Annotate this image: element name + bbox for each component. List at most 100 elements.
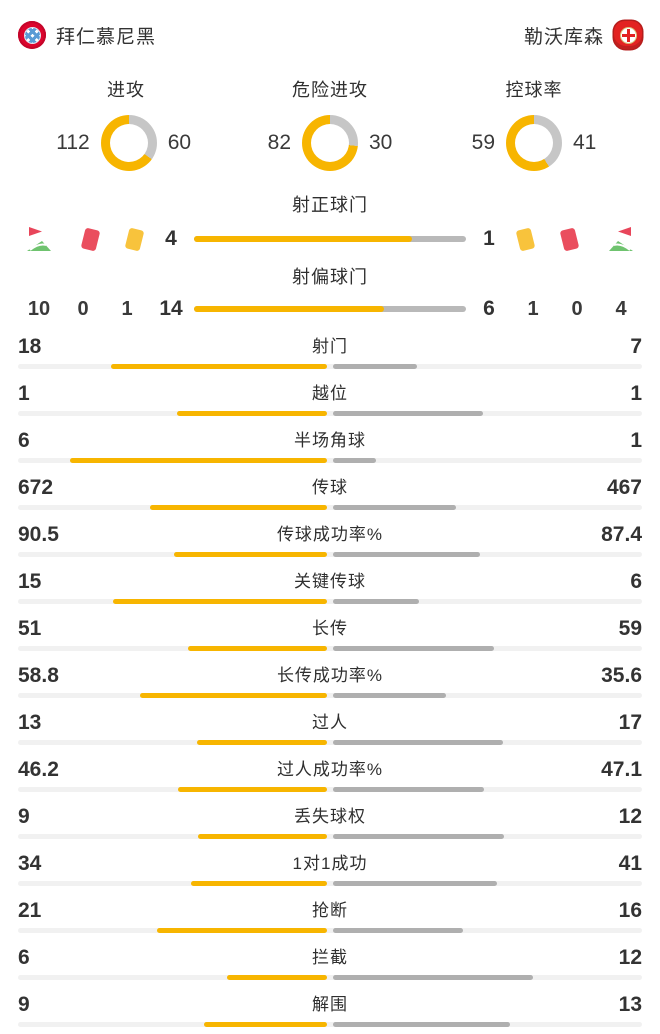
stat-bar	[18, 740, 642, 745]
stat-bar	[18, 881, 642, 886]
stat-label: 关键传球	[294, 572, 366, 591]
stat-away-value: 12	[618, 805, 642, 828]
away-discipline-icons	[512, 225, 642, 253]
stat-away-value: 41	[618, 852, 642, 875]
stat-home-value: 51	[18, 617, 42, 640]
stat-label: 丢失球权	[294, 807, 366, 826]
shots-off-target-row: 10 0 1 14 6 1 0 4	[18, 297, 642, 321]
stat-home-value: 9	[18, 805, 30, 828]
stat-bar	[18, 928, 642, 933]
stat-row: 34 1对1成功 41	[18, 852, 642, 886]
stat-label: 长传	[312, 619, 348, 638]
donut-home-value: 59	[471, 131, 495, 154]
stat-home-value: 18	[18, 335, 42, 358]
donut-stat-label: 进攻	[107, 80, 145, 100]
stat-home-value: 90.5	[18, 523, 59, 546]
stat-bar	[18, 834, 642, 839]
stat-home-value: 672	[18, 476, 54, 499]
stat-away-value: 35.6	[601, 664, 642, 687]
donut-chart	[302, 115, 358, 171]
stat-home-value: 58.8	[18, 664, 59, 687]
home-yellow-cards-count: 1	[121, 297, 133, 320]
stat-away-value: 13	[618, 993, 642, 1016]
away-yellow-cards-count: 1	[527, 297, 539, 320]
stat-label: 传球成功率%	[276, 525, 384, 544]
away-red-cards-count: 0	[571, 297, 583, 320]
stat-row: 13 过人 17	[18, 711, 642, 745]
stat-row: 58.8 长传成功率% 35.6	[18, 664, 642, 698]
stat-bar	[18, 505, 642, 510]
home-discipline-counts: 10 0 1	[18, 298, 148, 321]
stat-label: 1对1成功	[292, 854, 368, 873]
stat-home-value: 13	[18, 711, 42, 734]
shots-off-target-home: 14	[159, 297, 183, 320]
stat-label: 射门	[312, 337, 348, 356]
home-team: 拜仁慕尼黑	[18, 21, 156, 49]
stat-bar	[18, 458, 642, 463]
shots-off-target-away: 6	[483, 297, 495, 320]
stat-label: 长传成功率%	[276, 666, 384, 685]
stat-label: 过人成功率%	[276, 760, 384, 779]
stat-home-value: 6	[18, 946, 30, 969]
donut-stat-label: 控球率	[505, 80, 563, 100]
stat-home-value: 6	[18, 429, 30, 452]
stat-away-value: 47.1	[601, 758, 642, 781]
stat-bar	[18, 364, 642, 369]
corner-flag-icon	[27, 227, 51, 251]
donut-stat: 控球率 59 41	[432, 76, 636, 171]
stat-bar	[18, 552, 642, 557]
stat-row: 18 射门 7	[18, 335, 642, 369]
stat-bar	[18, 787, 642, 792]
red-card-icon	[80, 226, 101, 252]
stat-label: 拦截	[312, 948, 348, 967]
stat-home-value: 15	[18, 570, 42, 593]
stat-label: 过人	[312, 713, 348, 732]
donut-away-value: 60	[167, 131, 192, 154]
home-discipline-icons	[18, 225, 148, 253]
stat-bar	[18, 599, 642, 604]
shots-on-target-title: 射正球门	[292, 195, 368, 215]
donut-stat-label: 危险进攻	[292, 80, 368, 100]
stat-away-value: 17	[618, 711, 642, 734]
stat-label: 传球	[312, 478, 348, 497]
donut-stat: 危险进攻 82 30	[228, 76, 432, 171]
stat-row: 672 传球 467	[18, 476, 642, 510]
stat-label: 越位	[312, 384, 348, 403]
donut-chart	[506, 115, 562, 171]
stat-row: 51 长传 59	[18, 617, 642, 651]
stat-home-value: 34	[18, 852, 42, 875]
stat-row: 15 关键传球 6	[18, 570, 642, 604]
shots-on-target-bar	[194, 236, 466, 242]
donut-home-value: 112	[56, 131, 90, 154]
donut-section: 进攻 112 60 危险进攻 82 30 控球率 59 41	[18, 76, 642, 171]
header: 拜仁慕尼黑 勒沃库森	[18, 18, 642, 52]
stat-row: 9 解围 13	[18, 993, 642, 1027]
stat-bar	[18, 693, 642, 698]
shots-section: 射正球门 4 1	[18, 191, 642, 321]
stat-label: 抢断	[312, 901, 348, 920]
stat-row: 9 丢失球权 12	[18, 805, 642, 839]
stat-home-value: 21	[18, 899, 42, 922]
stat-home-value: 1	[18, 382, 30, 405]
donut-home-value: 82	[267, 131, 291, 154]
shots-off-target-title: 射偏球门	[292, 267, 368, 287]
home-red-cards-count: 0	[77, 297, 89, 320]
donut-chart	[100, 115, 157, 171]
leverkusen-crest-icon	[614, 21, 642, 49]
shots-on-target-row: 4 1	[18, 225, 642, 253]
yellow-card-icon	[515, 226, 536, 252]
stat-home-value: 9	[18, 993, 30, 1016]
stat-bar	[18, 1022, 642, 1027]
bayern-crest-icon	[18, 21, 46, 49]
stat-away-value: 467	[606, 476, 642, 499]
stat-bar	[18, 646, 642, 651]
stat-label: 解围	[312, 995, 348, 1014]
stat-row: 6 半场角球 1	[18, 429, 642, 463]
home-team-name: 拜仁慕尼黑	[56, 26, 157, 48]
stat-home-value: 46.2	[18, 758, 59, 781]
yellow-card-icon	[124, 226, 145, 252]
stat-row: 46.2 过人成功率% 47.1	[18, 758, 642, 792]
stat-row: 90.5 传球成功率% 87.4	[18, 523, 642, 557]
stat-away-value: 1	[630, 429, 642, 452]
